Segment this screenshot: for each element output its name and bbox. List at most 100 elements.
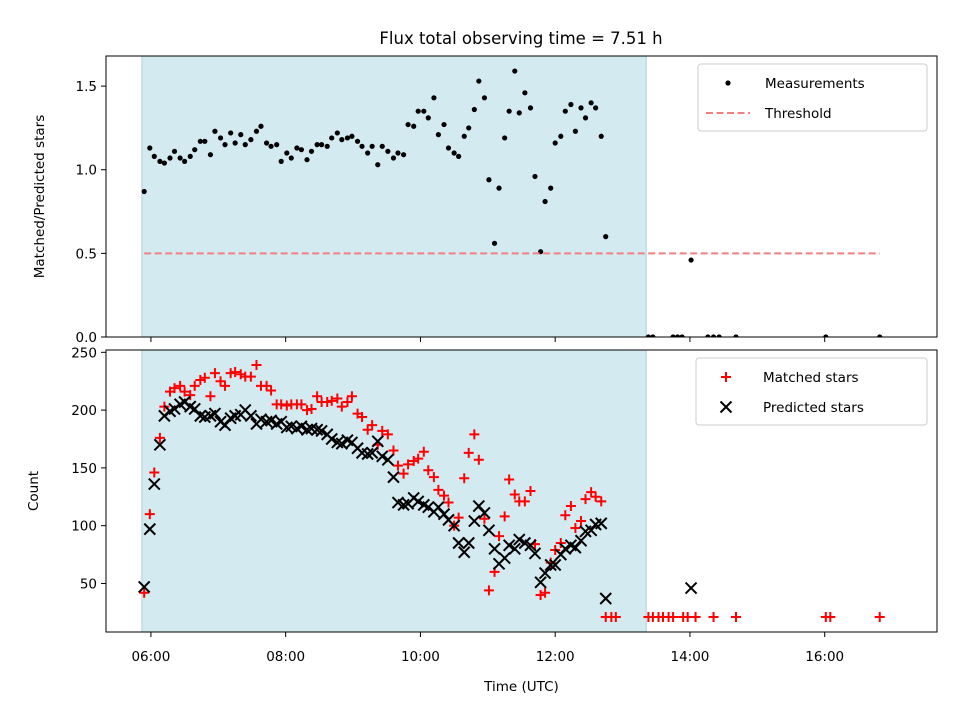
predicted-star-point (295, 420, 308, 433)
matched-star-point (276, 399, 287, 410)
ratio-panel: 0.0 0.5 1.0 1.5 Matched/Predicted stars Measu… (32, 55, 938, 346)
predicted-star-point (331, 436, 344, 449)
measurement-point (248, 137, 254, 143)
matched-star-point (215, 376, 226, 387)
matched-star-point (433, 484, 444, 495)
xtick-label: 08:00 (266, 649, 305, 665)
matched-star-point (469, 429, 480, 440)
matched-star-point (322, 397, 333, 408)
matched-star-point (610, 611, 621, 622)
measurement-point (390, 155, 397, 161)
predicted-star-point (513, 533, 526, 546)
matched-star-point (306, 403, 317, 414)
count-ytick-label: 150 (71, 461, 97, 477)
predicted-star-point (498, 551, 511, 565)
predicted-star-point (544, 558, 557, 572)
predicted-star-point (335, 437, 349, 450)
measurement-point (588, 100, 594, 106)
measurement-point (298, 147, 304, 153)
measurement-point (733, 334, 739, 337)
measurement-point (304, 157, 310, 163)
predicted-star-point (462, 536, 475, 550)
measurement-point (481, 95, 488, 101)
measurement-point (823, 334, 829, 337)
matched-star-point (874, 611, 885, 622)
predicted-star-point (143, 522, 157, 536)
measurement-point (187, 153, 193, 159)
legend-matched-marker (721, 372, 731, 382)
measurement-point (431, 95, 437, 101)
measurement-point (710, 334, 717, 337)
predicted-star-point (411, 495, 425, 508)
matched-star-point (499, 511, 510, 522)
predicted-star-point (365, 446, 379, 460)
matched-star-point (418, 446, 429, 457)
matched-star-point (205, 391, 216, 402)
measurement-point (645, 334, 651, 337)
matched-star-point (459, 473, 470, 484)
count-panel: 50 100 150 200 250 06:00 08:00 10:00 12:00 14:00 1… (26, 345, 938, 695)
measurement-point (568, 101, 574, 108)
count-legend-box (695, 357, 928, 426)
matched-star-point (403, 459, 414, 470)
matched-star-point (175, 380, 186, 391)
predicted-star-point (599, 592, 612, 605)
matched-star-point (565, 501, 576, 512)
matched-star-point (302, 405, 313, 416)
measurement-point (532, 173, 538, 180)
matched-star-point (312, 391, 323, 402)
ratio-data (141, 68, 883, 337)
predicted-star-point (381, 453, 395, 467)
measurement-point (284, 150, 290, 156)
predicted-star-point (153, 438, 167, 451)
measurement-point (400, 152, 407, 158)
matched-star-point (154, 432, 165, 443)
measurement-point (552, 140, 558, 146)
ratio-observing-window (141, 55, 647, 338)
matched-star-point (336, 401, 347, 412)
measurement-point (167, 155, 173, 161)
matched-star-point (169, 383, 180, 394)
count-observing-window (141, 349, 647, 633)
count-ytick-label: 250 (71, 345, 97, 361)
measurement-point (688, 257, 694, 263)
predicted-star-point (148, 477, 161, 491)
ratio-ytick-label: 1.5 (76, 79, 97, 95)
measurement-point (877, 334, 883, 337)
measurement-point (598, 133, 604, 139)
measurement-point (670, 334, 676, 337)
matched-star-point (825, 611, 836, 622)
measurement-point (593, 105, 599, 111)
measurement-point (232, 140, 238, 146)
predicted-star-point (387, 470, 400, 484)
measurement-point (177, 155, 183, 161)
predicted-star-point (508, 542, 521, 555)
measurement-point (451, 150, 457, 156)
predicted-star-point (376, 450, 389, 463)
xtick-label: 06:00 (131, 649, 170, 665)
measurement-point (435, 132, 441, 138)
measurement-point (425, 115, 431, 121)
predicted-star-point (502, 539, 516, 552)
matched-star-point (580, 494, 591, 505)
matched-star-point (189, 380, 200, 391)
measurement-point (411, 123, 417, 129)
measurement-point (421, 108, 427, 114)
measurement-point (268, 143, 274, 149)
legend-measurement-marker (725, 80, 731, 86)
matched-star-point (261, 380, 272, 391)
predicted-star-point (447, 519, 461, 532)
measurement-point (263, 140, 270, 146)
measurement-point (369, 143, 375, 149)
matched-star-point (144, 509, 155, 520)
matched-star-point (463, 447, 474, 458)
count-ytick-label: 50 (80, 576, 97, 592)
matched-star-point (179, 386, 190, 397)
count-ytick-label: 200 (71, 403, 97, 419)
ratio-legend-label: Threshold (764, 106, 832, 122)
matched-star-point (525, 486, 536, 496)
ratio-legend-box (697, 63, 928, 132)
measurement-point (147, 145, 153, 151)
matched-star-point (266, 385, 277, 396)
